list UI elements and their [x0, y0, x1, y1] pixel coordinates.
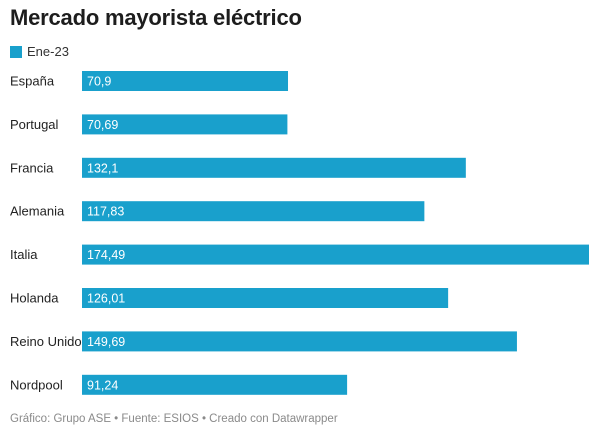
value-label: 132,1 [87, 161, 118, 175]
category-label: España [10, 74, 55, 89]
value-label: 149,69 [87, 335, 125, 349]
bar [82, 244, 589, 265]
value-label: 91,24 [87, 378, 118, 392]
category-label: Reino Unido [10, 334, 82, 349]
legend-label: Ene-23 [27, 44, 69, 59]
bar [82, 331, 517, 352]
category-label: Italia [10, 247, 38, 262]
bar [82, 201, 425, 222]
value-label: 117,83 [87, 205, 124, 219]
value-label: 70,9 [87, 75, 111, 89]
bar [82, 374, 348, 395]
bar [82, 288, 449, 308]
category-label: Francia [10, 160, 54, 175]
chart-legend: Ene-23 [10, 44, 69, 59]
chart-title: Mercado mayorista eléctrico [10, 5, 302, 30]
value-label: 174,49 [87, 248, 125, 262]
category-label: Portugal [10, 117, 59, 132]
legend-swatch [10, 45, 22, 58]
category-label: Alemania [10, 204, 65, 219]
value-label: 70,69 [87, 118, 118, 132]
category-label: Holanda [10, 291, 59, 306]
bar [82, 157, 466, 178]
bar [82, 114, 288, 135]
bar [82, 71, 289, 91]
value-label: 126,01 [87, 292, 125, 306]
chart-footer: Gráfico: Grupo ASE • Fuente: ESIOS • Cre… [10, 413, 338, 425]
category-label: Nordpool [10, 377, 63, 392]
